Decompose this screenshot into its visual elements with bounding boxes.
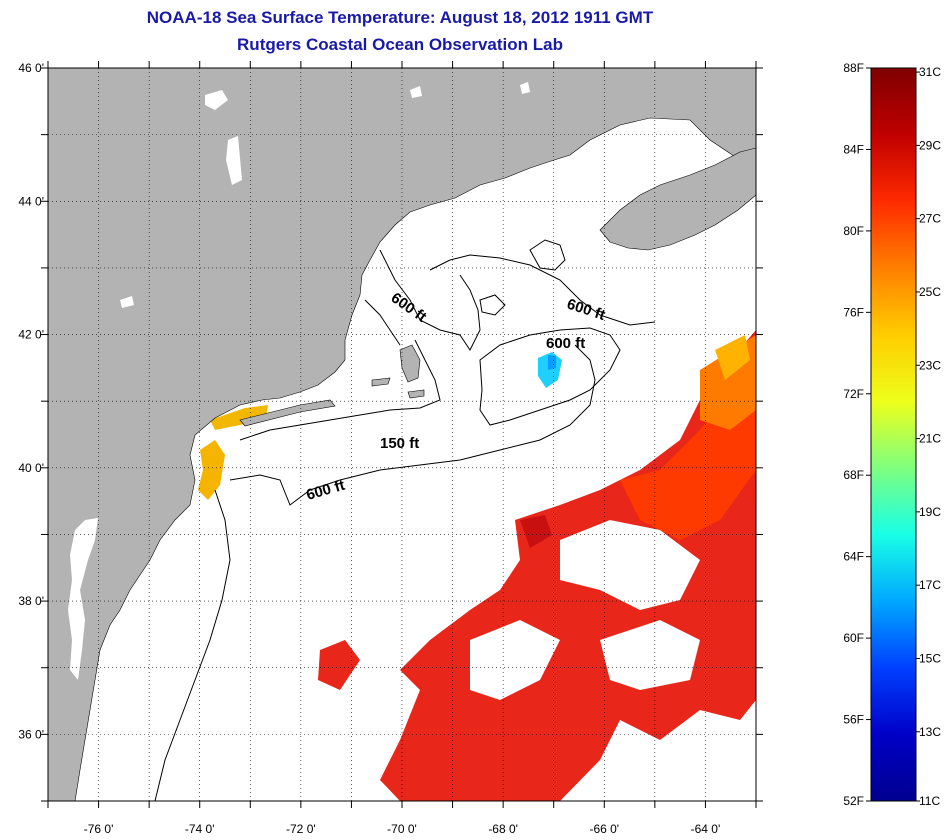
sst-data-layer: [48, 178, 756, 801]
map-axes: -76 0' -74 0' -72 0' -70 0' -68 0' -66 0' -64 …: [18, 61, 763, 836]
map-title: NOAA-18 Sea Surface Temperature: August …: [146, 8, 654, 27]
x-tick-label: -66 0': [589, 822, 619, 836]
contour-label-150ft: 150 ft: [380, 435, 419, 452]
colorbar-label-celsius: 25C: [919, 285, 941, 299]
colorbar-label-celsius: 19C: [919, 505, 941, 519]
contour-label-600ft-gulf: 600 ft: [546, 335, 585, 352]
colorbar-label-celsius: 11C: [919, 794, 940, 808]
colorbar-label-celsius: 17C: [919, 578, 941, 592]
colorbar-label-celsius: 29C: [919, 138, 941, 152]
x-tick-label: -74 0': [185, 822, 215, 836]
y-tick-label: 44 0': [18, 194, 44, 208]
colorbar-label-fahrenheit: 60F: [843, 631, 864, 645]
colorbar-label-celsius: 15C: [919, 651, 941, 665]
colorbar-labels: 88F 84F 80F 76F 72F 68F 64F 60F 56F 52F 31C 29C 27C 2…: [843, 61, 941, 808]
colorbar-label-fahrenheit: 80F: [843, 224, 864, 238]
x-tick-label: -70 0': [387, 822, 417, 836]
y-tick-label: 40 0': [18, 461, 44, 475]
colorbar-label-celsius: 31C: [919, 65, 941, 79]
colorbar-label-fahrenheit: 84F: [843, 142, 864, 156]
colorbar-label-celsius: 23C: [919, 358, 941, 372]
colorbar-label-fahrenheit: 68F: [843, 468, 864, 482]
colorbar-label-celsius: 21C: [919, 432, 941, 446]
x-tick-label: -68 0': [488, 822, 518, 836]
colorbar-label-fahrenheit: 76F: [843, 305, 864, 319]
y-tick-label: 36 0': [18, 727, 44, 741]
y-tick-label: 38 0': [18, 594, 44, 608]
colorbar-label-fahrenheit: 64F: [843, 550, 864, 564]
y-tick-label: 46 0': [18, 61, 44, 75]
lakes-layer: [68, 82, 530, 680]
x-tick-label: -72 0': [286, 822, 316, 836]
bathymetry-contours: [154, 239, 656, 801]
x-tick-label: -64 0': [691, 822, 721, 836]
map-subtitle: Rutgers Coastal Ocean Observation Lab: [237, 35, 563, 54]
colorbar-label-celsius: 27C: [919, 212, 941, 226]
colorbar-label-fahrenheit: 56F: [843, 713, 864, 727]
colorbar-label-fahrenheit: 72F: [843, 387, 864, 401]
temperature-colorbar: [870, 67, 917, 802]
x-tick-label: -76 0': [84, 822, 114, 836]
land-layer: [48, 68, 756, 801]
y-tick-label: 42 0': [18, 328, 44, 342]
colorbar-label-fahrenheit: 52F: [843, 794, 864, 808]
colorbar-label-fahrenheit: 88F: [843, 61, 864, 75]
colorbar-label-celsius: 13C: [919, 725, 941, 739]
